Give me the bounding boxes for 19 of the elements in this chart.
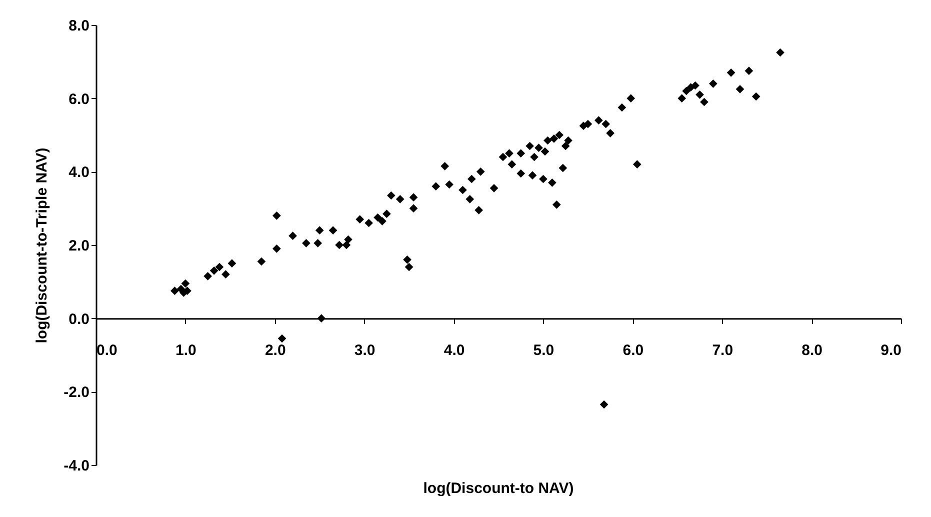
x-tick-label: 6.0 xyxy=(622,342,644,359)
x-tick-label: 8.0 xyxy=(802,342,822,359)
x-tick-label: 7.0 xyxy=(712,342,734,359)
x-tick-label: 0.0 xyxy=(96,342,118,359)
y-tick-label: 6.0 xyxy=(68,90,90,108)
x-tick-label: 4.0 xyxy=(444,342,465,359)
y-tick-label: -4.0 xyxy=(64,458,90,474)
x-tick-label: 3.0 xyxy=(354,342,376,359)
y-tick-label: 4.0 xyxy=(68,164,90,182)
x-tick-label: 2.0 xyxy=(264,342,286,359)
y-tick-label: -2.0 xyxy=(64,384,90,402)
x-tick-label: 5.0 xyxy=(533,342,554,359)
x-axis-title: log(Discount-to NAV) xyxy=(423,480,574,497)
y-tick-label: 0.0 xyxy=(68,310,90,328)
y-tick-label: 8.0 xyxy=(68,18,90,34)
y-axis-title: log(Discount-to-Triple NAV) xyxy=(34,148,51,344)
x-tick-label: 9.0 xyxy=(880,342,902,359)
x-tick-label: 1.0 xyxy=(176,342,196,359)
y-tick-label: 2.0 xyxy=(68,238,90,254)
